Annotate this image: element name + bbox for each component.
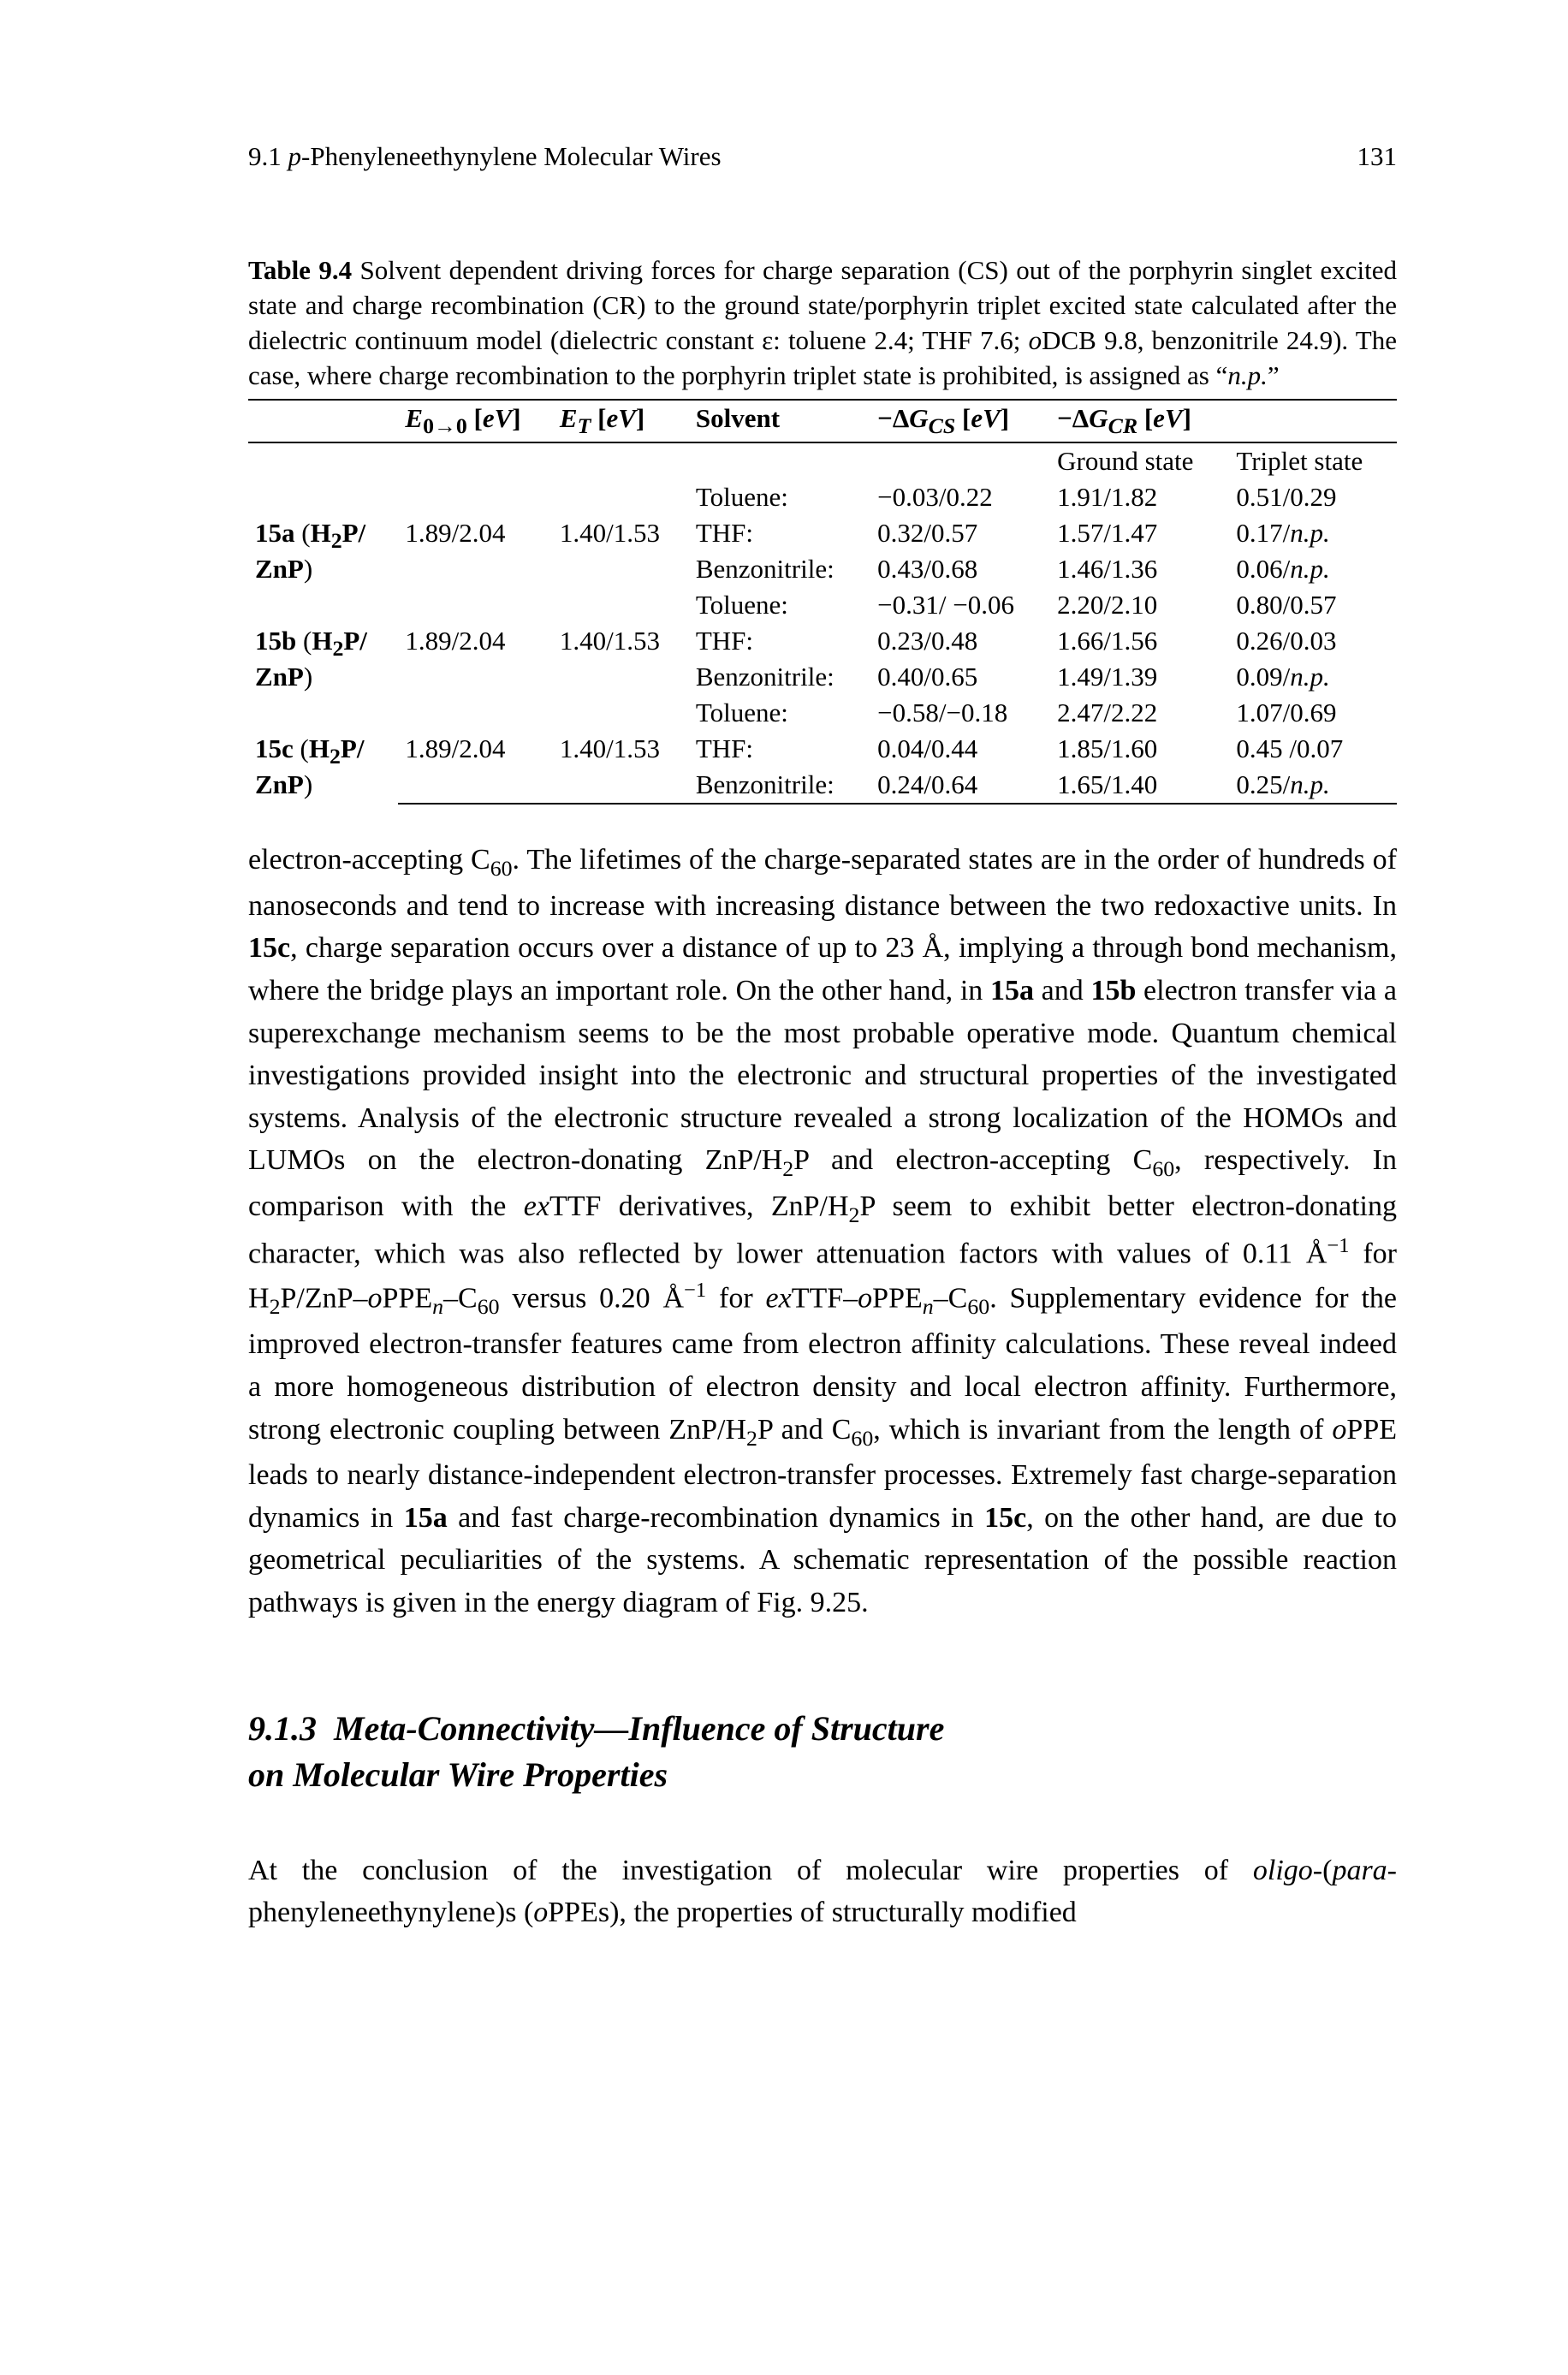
cell-solvent: THF:	[689, 515, 870, 551]
table-row: 15c (H2P/ZnP) 1.89/2.04 1.40/1.53 THF: 0…	[248, 731, 1397, 767]
cell-dgcs: −0.58/−0.18	[870, 695, 1050, 731]
cell-dgcr-g: 2.20/2.10	[1050, 587, 1229, 623]
cell-dgcr-t: 0.09/n.p.	[1229, 659, 1397, 695]
table-row: Benzonitrile: 0.24/0.64 1.65/1.40 0.25/n…	[248, 767, 1397, 804]
col-dgcr: −ΔGCR [eV]	[1050, 400, 1397, 442]
cell-compound: 15a (H2P/ZnP)	[248, 515, 398, 587]
table-row: Benzonitrile: 0.40/0.65 1.49/1.39 0.09/n…	[248, 659, 1397, 695]
cell-et: 1.40/1.53	[553, 731, 689, 767]
body-paragraph-2: At the conclusion of the investigation o…	[248, 1850, 1397, 1934]
section-heading-number: 9.1.3	[248, 1709, 317, 1748]
col-e00: E0→0 [eV]	[398, 400, 553, 442]
header-italic-p: p	[288, 141, 302, 171]
cell-solvent: Benzonitrile:	[689, 659, 870, 695]
subhead-ground: Ground state	[1050, 442, 1229, 479]
table-row: Toluene: −0.03/0.22 1.91/1.82 0.51/0.29	[248, 479, 1397, 515]
subhead-triplet: Triplet state	[1229, 442, 1397, 479]
table-row: Toluene: −0.31/ −0.06 2.20/2.10 0.80/0.5…	[248, 587, 1397, 623]
cell-dgcr-g: 1.49/1.39	[1050, 659, 1229, 695]
cell-solvent: THF:	[689, 731, 870, 767]
cell-dgcr-g: 1.57/1.47	[1050, 515, 1229, 551]
cell-dgcr-t: 0.25/n.p.	[1229, 767, 1397, 804]
table-row: Benzonitrile: 0.43/0.68 1.46/1.36 0.06/n…	[248, 551, 1397, 587]
cell-e00: 1.89/2.04	[398, 623, 553, 659]
page-number: 131	[1357, 141, 1398, 172]
cell-dgcs: −0.03/0.22	[870, 479, 1050, 515]
body-paragraph-1: electron-accepting C60. The lifetimes of…	[248, 839, 1397, 1624]
caption-odcb-o: o	[1029, 325, 1042, 355]
cell-compound: 15c (H2P/ZnP)	[248, 731, 398, 804]
section-heading: 9.1.3 Meta-Connectivity—Influence of Str…	[248, 1706, 1397, 1798]
table-caption-lead: Table 9.4	[248, 255, 352, 285]
section-number: 9.1	[248, 141, 288, 171]
cell-dgcs: 0.40/0.65	[870, 659, 1050, 695]
cell-solvent: Toluene:	[689, 695, 870, 731]
cell-dgcr-t: 0.80/0.57	[1229, 587, 1397, 623]
cell-solvent: Benzonitrile:	[689, 551, 870, 587]
table-9-4: E0→0 [eV] ET [eV] Solvent −ΔGCS [eV] −ΔG…	[248, 399, 1397, 805]
cell-solvent: THF:	[689, 623, 870, 659]
cell-dgcr-t: 1.07/0.69	[1229, 695, 1397, 731]
cell-dgcr-g: 1.85/1.60	[1050, 731, 1229, 767]
table-row: 15a (H2P/ZnP) 1.89/2.04 1.40/1.53 THF: 0…	[248, 515, 1397, 551]
table-caption: Table 9.4 Solvent dependent driving forc…	[248, 253, 1397, 394]
caption-np: n.p.	[1227, 360, 1268, 390]
cell-dgcs: 0.04/0.44	[870, 731, 1050, 767]
cell-dgcr-t: 0.17/n.p.	[1229, 515, 1397, 551]
table-row: 15b (H2P/ZnP) 1.89/2.04 1.40/1.53 THF: 0…	[248, 623, 1397, 659]
cell-et: 1.40/1.53	[553, 623, 689, 659]
cell-dgcs: 0.24/0.64	[870, 767, 1050, 804]
cell-dgcs: 0.32/0.57	[870, 515, 1050, 551]
cell-solvent: Benzonitrile:	[689, 767, 870, 804]
col-solvent: Solvent	[689, 400, 870, 442]
cell-dgcr-g: 1.91/1.82	[1050, 479, 1229, 515]
caption-tail: ”	[1268, 360, 1280, 390]
cell-et: 1.40/1.53	[553, 515, 689, 551]
cell-compound: 15b (H2P/ZnP)	[248, 623, 398, 695]
running-head: 9.1 p-Phenyleneethynylene Molecular Wire…	[248, 141, 1397, 172]
cell-dgcr-t: 0.26/0.03	[1229, 623, 1397, 659]
cell-dgcs: 0.23/0.48	[870, 623, 1050, 659]
table-row: Toluene: −0.58/−0.18 2.47/2.22 1.07/0.69	[248, 695, 1397, 731]
cell-dgcr-g: 1.66/1.56	[1050, 623, 1229, 659]
cell-e00: 1.89/2.04	[398, 515, 553, 551]
cell-dgcs: 0.43/0.68	[870, 551, 1050, 587]
running-head-left: 9.1 p-Phenyleneethynylene Molecular Wire…	[248, 141, 722, 172]
cell-solvent: Toluene:	[689, 587, 870, 623]
table-subheader-row: Ground state Triplet state	[248, 442, 1397, 479]
col-compound	[248, 400, 398, 442]
header-rest: -Phenyleneethynylene Molecular Wires	[301, 141, 722, 171]
cell-dgcr-g: 2.47/2.22	[1050, 695, 1229, 731]
table-header-row: E0→0 [eV] ET [eV] Solvent −ΔGCS [eV] −ΔG…	[248, 400, 1397, 442]
cell-dgcs: −0.31/ −0.06	[870, 587, 1050, 623]
cell-dgcr-g: 1.46/1.36	[1050, 551, 1229, 587]
section-heading-title: Meta-Connectivity—Influence of Structure…	[248, 1709, 944, 1794]
cell-dgcr-t: 0.45 /0.07	[1229, 731, 1397, 767]
cell-dgcr-t: 0.06/n.p.	[1229, 551, 1397, 587]
cell-solvent: Toluene:	[689, 479, 870, 515]
col-dgcs: −ΔGCS [eV]	[870, 400, 1050, 442]
cell-e00: 1.89/2.04	[398, 731, 553, 767]
cell-dgcr-g: 1.65/1.40	[1050, 767, 1229, 804]
col-et: ET [eV]	[553, 400, 689, 442]
cell-dgcr-t: 0.51/0.29	[1229, 479, 1397, 515]
